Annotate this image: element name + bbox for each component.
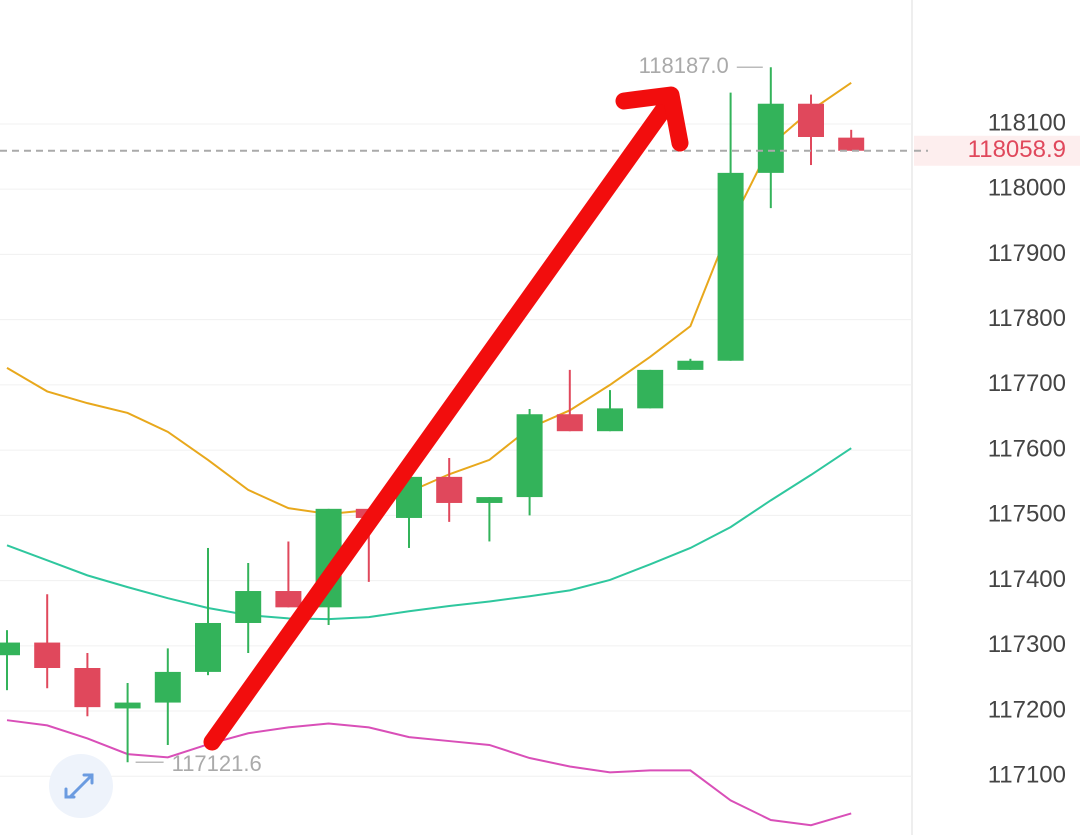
moving-average-line [6,82,852,516]
y-tick-label: 118100 [988,109,1066,136]
candles [0,67,865,763]
y-tick-label: 117800 [988,305,1066,332]
expand-button[interactable] [49,754,113,818]
moving-average-line [6,447,852,621]
candle-body [677,360,704,370]
y-tick-label: 117600 [988,435,1066,462]
high-marker-label: 118187.0 [639,53,729,78]
candle-body [436,476,463,503]
y-tick-label: 117200 [988,696,1066,723]
candle-body [154,671,181,703]
candle-body [798,103,824,137]
grid: 117100 117200 117300 117400 117500 117600 1177… [0,109,1066,789]
y-tick-label: 117100 [988,762,1066,789]
y-tick-label: 117700 [988,370,1066,397]
candle-body [275,591,302,608]
overlay: 118058.9 118187.0 117121.6 [0,53,1080,776]
candle-body [476,497,503,503]
trend-arrow [203,86,689,751]
y-tick-label: 117300 [988,631,1066,658]
candle-body [34,642,61,668]
y-tick-label: 117400 [988,566,1066,593]
candle-body [0,642,20,656]
candle-body [235,591,262,623]
moving-average-line [6,719,852,827]
arrow-head [615,86,689,152]
candle-body [717,172,744,361]
y-tick-label: 117500 [988,501,1066,528]
candle-body [556,414,583,432]
last-price-label: 118058.9 [968,136,1066,163]
candle-body [74,668,101,708]
arrow-shaft [203,97,675,751]
low-marker-label: 117121.6 [172,751,262,776]
moving-averages [6,82,852,827]
candle-body [757,103,784,173]
y-tick-label: 118000 [988,175,1066,202]
candle-body [114,702,141,709]
candle-body [637,369,664,409]
candle-body [516,414,543,498]
candle-body [597,408,623,432]
y-tick-label: 117900 [988,240,1066,267]
candle-body [195,622,221,672]
candle-body [838,137,865,151]
expand-icon[interactable] [64,773,94,799]
last-price-bg [914,135,1080,166]
